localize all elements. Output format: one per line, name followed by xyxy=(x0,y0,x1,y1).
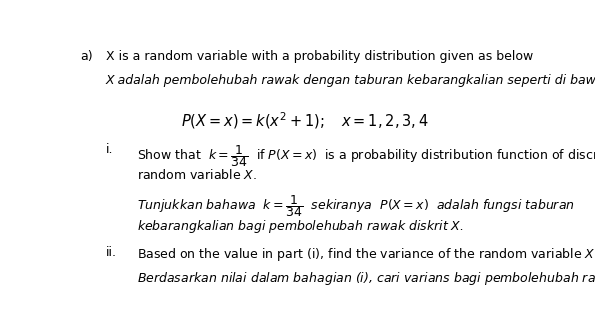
Text: a): a) xyxy=(80,50,93,63)
Text: Berdasarkan nilai dalam bahagian (i), cari varians bagi pembolehubah rawak $X$.: Berdasarkan nilai dalam bahagian (i), ca… xyxy=(137,270,595,287)
Text: random variable $X$.: random variable $X$. xyxy=(137,168,256,182)
Text: ii.: ii. xyxy=(106,246,117,259)
Text: $P(X=x)=k\left(x^{2}+1\right);\quad x=1,2,3,4$: $P(X=x)=k\left(x^{2}+1\right);\quad x=1,… xyxy=(181,110,429,131)
Text: Tunjukkan bahawa  $k=\dfrac{1}{34}$  sekiranya  $P(X=x)$  adalah fungsi taburan: Tunjukkan bahawa $k=\dfrac{1}{34}$ sekir… xyxy=(137,193,574,219)
Text: X is a random variable with a probability distribution given as below: X is a random variable with a probabilit… xyxy=(106,50,533,63)
Text: X adalah pembolehubah rawak dengan taburan kebarangkalian seperti di bawah: X adalah pembolehubah rawak dengan tabur… xyxy=(106,74,595,87)
Text: kebarangkalian bagi pembolehubah rawak diskrit $X$.: kebarangkalian bagi pembolehubah rawak d… xyxy=(137,217,464,234)
Text: Based on the value in part (i), find the variance of the random variable $X$.: Based on the value in part (i), find the… xyxy=(137,246,595,263)
Text: Show that  $k=\dfrac{1}{34}$  if $P(X=x)$  is a probability distribution functio: Show that $k=\dfrac{1}{34}$ if $P(X=x)$ … xyxy=(137,143,595,169)
Text: i.: i. xyxy=(106,143,113,156)
